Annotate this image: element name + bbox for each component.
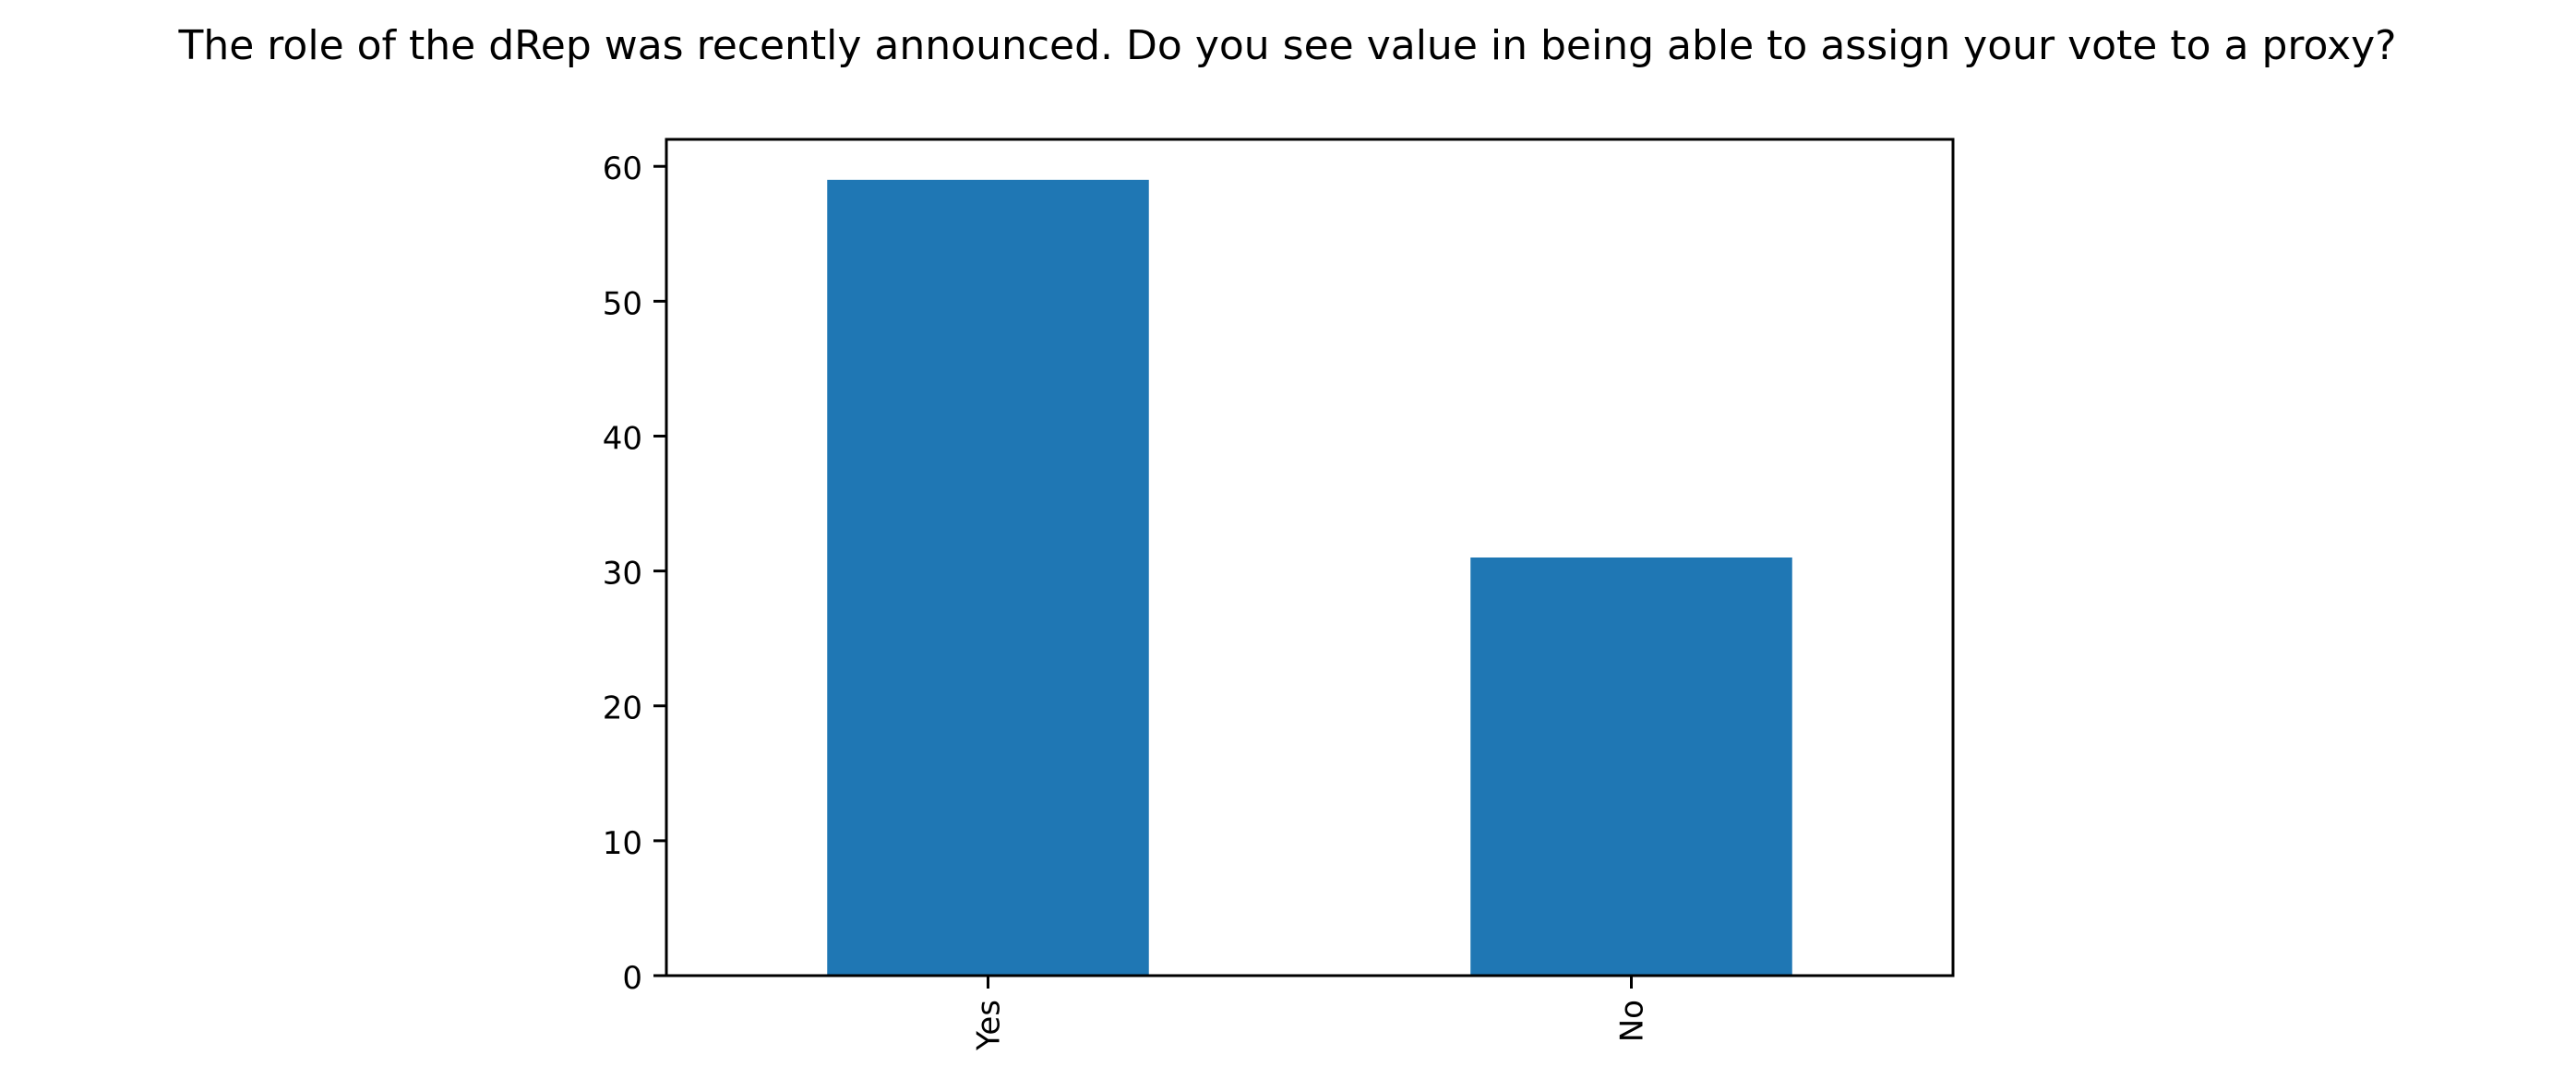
y-tick-label: 40: [603, 420, 642, 457]
bar-no: [1470, 557, 1792, 976]
x-tick-label-no: No: [1614, 1000, 1651, 1042]
plot-area: 0 10 20 30 40 50 60 Yes No: [603, 138, 1955, 1051]
chart-title: The role of the dRep was recently announ…: [177, 22, 2396, 69]
y-tick-label: 30: [603, 556, 642, 593]
x-tick-label-yes: Yes: [971, 1000, 1008, 1051]
x-axis: Yes No: [971, 976, 1651, 1051]
plot-frame: [665, 138, 1955, 977]
y-tick-label: 10: [603, 825, 642, 862]
y-tick-label: 0: [622, 960, 642, 997]
y-tick-label: 50: [603, 285, 642, 322]
y-tick-label: 60: [603, 150, 642, 187]
y-axis: 0 10 20 30 40 50 60: [603, 150, 666, 997]
bars-group: [827, 179, 1792, 976]
bar-yes: [827, 179, 1149, 976]
y-tick-label: 20: [603, 690, 642, 727]
